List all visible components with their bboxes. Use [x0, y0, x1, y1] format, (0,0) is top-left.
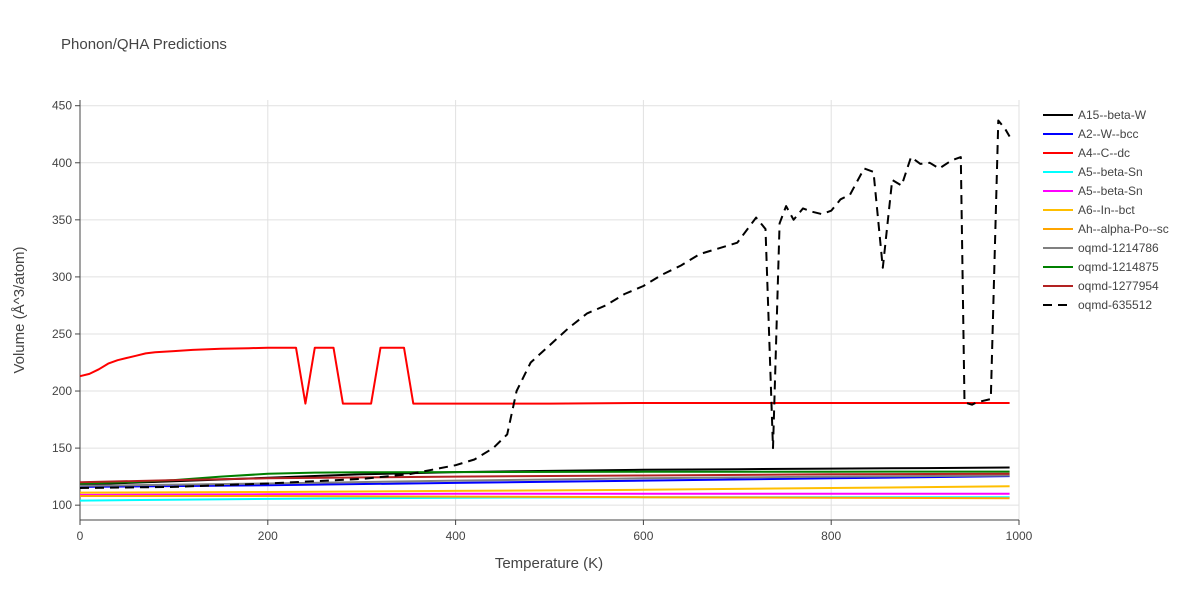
series-line-oqmd-1277954: [79, 472, 1010, 484]
series-line-ah-alpha-po-sc: [80, 495, 1010, 500]
legend-item[interactable]: Ah--alpha-Po--sc: [1043, 222, 1169, 236]
x-tick-label: 0: [77, 529, 84, 543]
y-tick-label: 400: [52, 156, 72, 170]
legend-label: A5--beta-Sn: [1078, 165, 1143, 179]
y-tick-label: 350: [52, 213, 72, 227]
y-axis-label: Volume (Å^3/atom): [11, 246, 28, 373]
series-line-a5-beta-sn: [79, 492, 1010, 496]
y-tick-label: 450: [52, 99, 72, 113]
x-tick-label: 1000: [1006, 529, 1033, 543]
x-tick-label: 400: [446, 529, 466, 543]
y-tick-label: 150: [52, 441, 72, 455]
y-tick-label: 200: [52, 384, 72, 398]
legend-item[interactable]: oqmd-635512: [1043, 298, 1152, 312]
legend-label: A6--In--bct: [1078, 203, 1135, 217]
x-axis-label: Temperature (K): [495, 555, 603, 572]
y-tick-label: 300: [52, 270, 72, 284]
legend-label: A2--W--bcc: [1078, 127, 1138, 141]
grid-layer: [80, 100, 1020, 520]
legend-label: A15--beta-W: [1078, 108, 1147, 122]
legend-item[interactable]: oqmd-1214786: [1043, 241, 1159, 255]
chart-title: Phonon/QHA Predictions: [61, 36, 227, 53]
legend-label: oqmd-1214786: [1078, 241, 1159, 255]
x-tick-label: 200: [258, 529, 278, 543]
y-tick-label: 100: [52, 498, 72, 512]
legend-item[interactable]: oqmd-1277954: [1043, 279, 1159, 293]
x-tick-label: 600: [633, 529, 653, 543]
legend-item[interactable]: A4--C--dc: [1043, 146, 1130, 160]
legend-item[interactable]: A5--beta-Sn: [1043, 165, 1143, 179]
legend-label: A5--beta-Sn: [1078, 184, 1143, 198]
legend-item[interactable]: oqmd-1214875: [1043, 260, 1159, 274]
legend-item[interactable]: A6--In--bct: [1043, 203, 1135, 217]
legend-item[interactable]: A5--beta-Sn: [1043, 184, 1143, 198]
legend-label: oqmd-1277954: [1078, 279, 1159, 293]
series-line-a4-c-dc: [79, 346, 1010, 405]
y-tick-label: 250: [52, 327, 72, 341]
legend-item[interactable]: A2--W--bcc: [1043, 127, 1138, 141]
legend-label: oqmd-635512: [1078, 298, 1152, 312]
legend[interactable]: A15--beta-W A2--W--bcc A4--C--dc A5--beta-S…: [1043, 108, 1169, 312]
legend-item[interactable]: A15--beta-W: [1043, 108, 1147, 122]
series-line-a6-in-bct: [79, 485, 1010, 494]
series-layer: [79, 119, 1011, 502]
legend-label: A4--C--dc: [1078, 146, 1130, 160]
legend-label: oqmd-1214875: [1078, 260, 1159, 274]
x-tick-label: 800: [821, 529, 841, 543]
legend-label: Ah--alpha-Po--sc: [1078, 222, 1169, 236]
series-line-oqmd-635512: [79, 119, 1011, 489]
axes-layer: 0 200 400 600 800 1000 100 150 200 250 300 350 400 45…: [52, 99, 1033, 543]
